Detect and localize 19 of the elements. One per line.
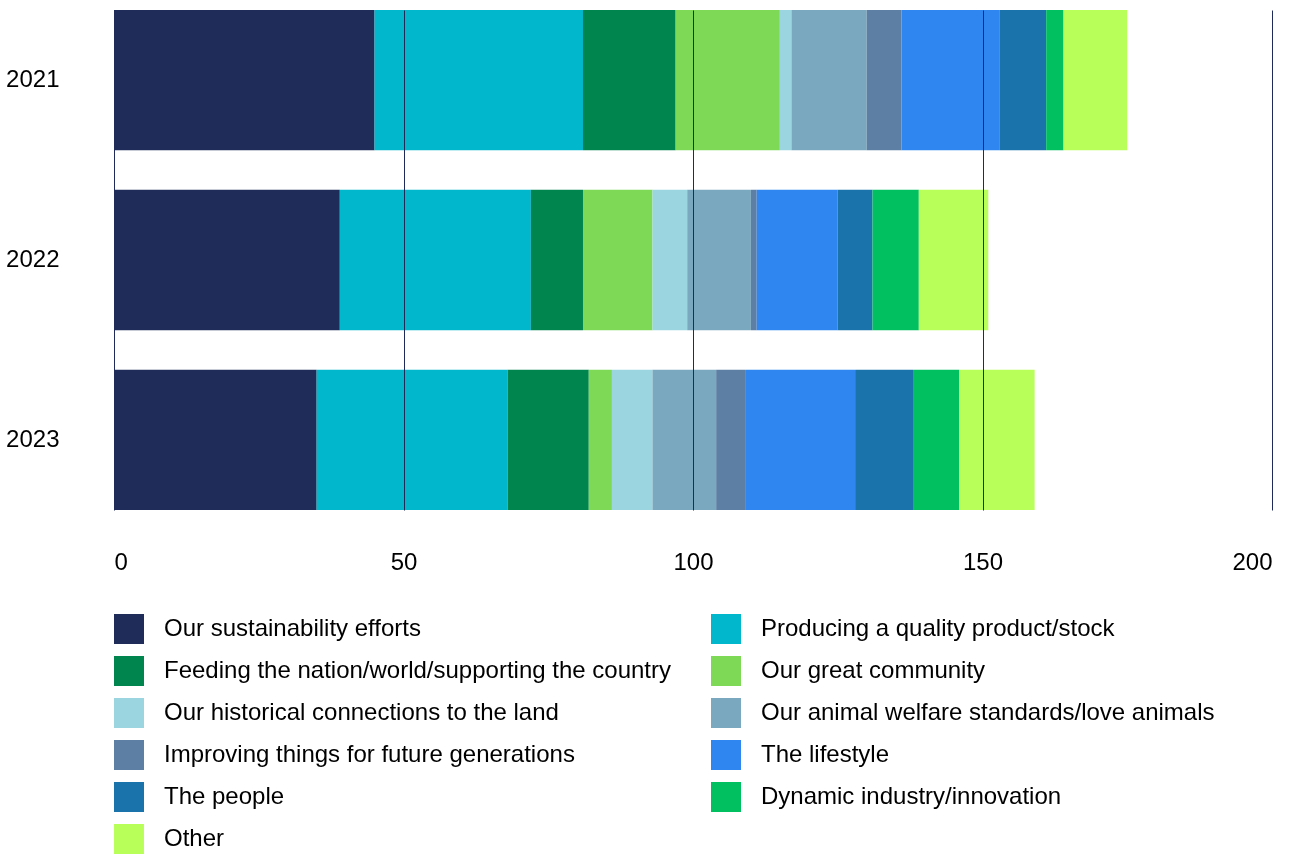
legend-label: Improving things for future generations	[164, 740, 575, 767]
y-tick-label: 2023	[6, 424, 60, 452]
legend-label: Our great community	[761, 656, 986, 683]
legend-label: Our historical connections to the land	[164, 698, 559, 725]
y-tick-label: 2021	[6, 65, 60, 93]
legend-label: Feeding the nation/world/supporting the country	[164, 656, 671, 683]
legend-label: The people	[164, 782, 285, 809]
legend-label: The lifestyle	[761, 740, 890, 767]
x-tick-label: 150	[962, 547, 1004, 575]
x-tick-label: 100	[673, 547, 714, 575]
x-tick-label: 200	[1232, 547, 1273, 575]
y-tick-label: 2022	[6, 245, 60, 272]
legend-label: Our sustainability efforts	[164, 614, 422, 641]
legend-label: Dynamic industry/innovation	[761, 782, 1062, 809]
legend-label: Other	[164, 824, 225, 851]
x-tick-label: 0	[114, 547, 128, 575]
x-tick-label: 50	[390, 547, 418, 575]
legend-label: Producing a quality product/stock	[761, 614, 1116, 641]
legend-label: Our animal welfare standards/love animals	[761, 698, 1215, 725]
